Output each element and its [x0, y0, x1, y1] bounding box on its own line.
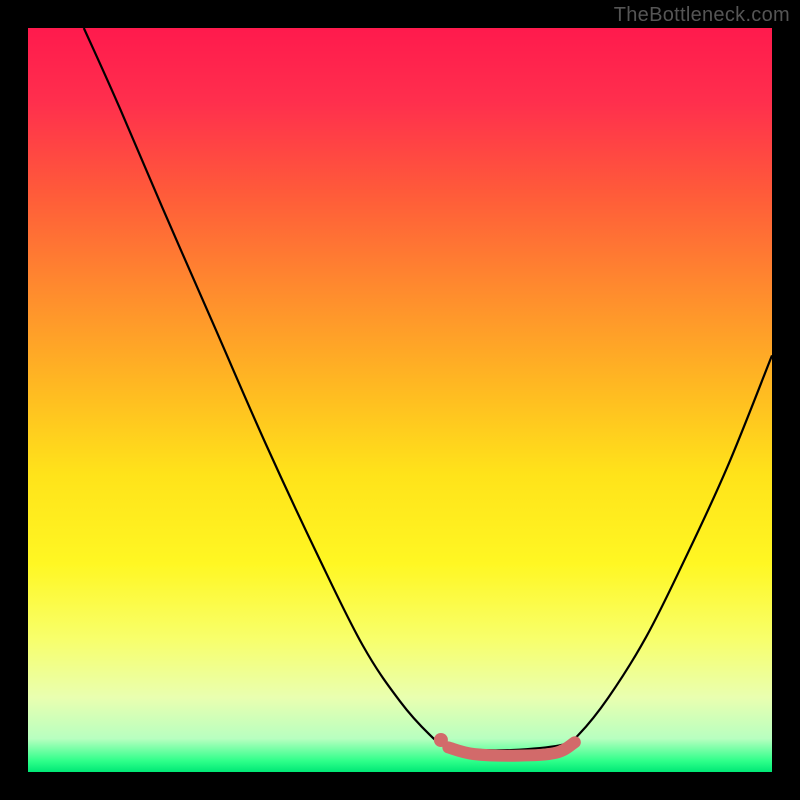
chart-svg — [28, 28, 772, 772]
chart-plot-area — [28, 28, 772, 772]
chart-background — [28, 28, 772, 772]
watermark-text: TheBottleneck.com — [614, 4, 790, 27]
optimal-range-start-dot — [434, 733, 448, 747]
